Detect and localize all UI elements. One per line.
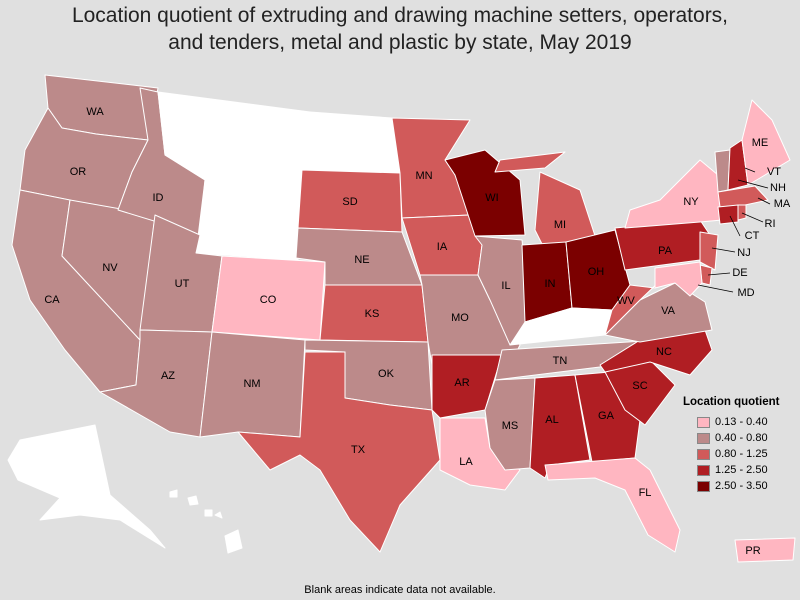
state-ct[interactable] xyxy=(717,204,739,225)
state-label-wv: WV xyxy=(617,295,635,307)
state-label-ut: UT xyxy=(175,278,190,290)
legend-item: 0.80 - 1.25 xyxy=(697,446,798,462)
state-label-pa: PA xyxy=(658,245,673,257)
state-label-oh: OH xyxy=(588,266,605,278)
state-md[interactable] xyxy=(654,261,703,297)
state-ri[interactable] xyxy=(737,204,747,221)
state-hi[interactable] xyxy=(169,489,243,554)
state-label-la: LA xyxy=(459,456,473,468)
legend-label: 0.80 - 1.25 xyxy=(715,448,768,460)
state-label-ok: OK xyxy=(378,368,395,380)
state-ar[interactable] xyxy=(431,354,503,419)
legend-swatch xyxy=(697,416,710,428)
state-label-vt: VT xyxy=(767,166,781,178)
state-label-de: DE xyxy=(732,267,747,279)
state-pr[interactable] xyxy=(734,537,796,563)
state-label-mo: MO xyxy=(451,312,469,324)
state-label-nh: NH xyxy=(770,182,786,194)
state-label-az: AZ xyxy=(161,370,175,382)
state-label-ia: IA xyxy=(437,241,448,253)
state-nj[interactable] xyxy=(699,231,719,271)
state-label-or: OR xyxy=(70,166,87,178)
map-title-line-2: and tenders, metal and plastic by state,… xyxy=(168,31,632,54)
state-label-co: CO xyxy=(260,294,277,306)
state-label-nj: NJ xyxy=(737,247,750,259)
state-label-nm: NM xyxy=(243,378,260,390)
state-label-ms: MS xyxy=(502,420,519,432)
legend-item: 1.25 - 2.50 xyxy=(697,462,798,478)
state-label-fl: FL xyxy=(639,487,652,499)
footnote: Blank areas indicate data not available. xyxy=(304,584,496,596)
state-label-sd: SD xyxy=(342,196,357,208)
legend-swatch xyxy=(697,464,710,476)
state-label-ny: NY xyxy=(683,196,699,208)
legend-item: 0.13 - 0.40 xyxy=(697,414,798,430)
state-ma[interactable] xyxy=(717,185,769,208)
legend-title: Location quotient xyxy=(683,396,780,408)
legend-label: 2.50 - 3.50 xyxy=(715,480,768,492)
state-ny[interactable] xyxy=(624,159,723,229)
state-fl[interactable] xyxy=(544,457,681,553)
state-label-id: ID xyxy=(153,192,164,204)
state-tx[interactable] xyxy=(237,351,441,553)
state-label-wa: WA xyxy=(86,106,104,118)
state-la[interactable] xyxy=(439,417,521,491)
state-label-pr: PR xyxy=(745,545,760,557)
state-label-sc: SC xyxy=(632,380,647,392)
legend-swatch xyxy=(697,448,710,460)
legend: Location quotient 0.13 - 0.40 0.40 - 0.8… xyxy=(683,396,798,494)
state-label-mn: MN xyxy=(415,170,432,182)
label-leader-lines xyxy=(697,167,771,293)
state-nd[interactable] xyxy=(301,111,401,174)
legend-swatch xyxy=(697,480,710,492)
state-label-ga: GA xyxy=(598,410,615,422)
legend-label: 1.25 - 2.50 xyxy=(715,464,768,476)
state-label-tx: TX xyxy=(351,444,366,456)
state-label-al: AL xyxy=(545,414,558,426)
state-label-va: VA xyxy=(661,305,676,317)
legend-swatch xyxy=(697,432,710,444)
state-label-ct: CT xyxy=(745,230,760,242)
state-label-ks: KS xyxy=(365,308,380,320)
legend-label: 0.13 - 0.40 xyxy=(715,416,768,428)
state-label-ca: CA xyxy=(44,294,60,306)
state-ak[interactable] xyxy=(7,424,166,549)
state-wy[interactable] xyxy=(195,179,303,261)
state-label-me: ME xyxy=(752,137,769,149)
legend-item: 2.50 - 3.50 xyxy=(697,478,798,494)
state-label-ne: NE xyxy=(354,254,369,266)
state-label-in: IN xyxy=(545,278,556,290)
state-label-ri: RI xyxy=(765,218,776,230)
state-me[interactable] xyxy=(741,99,791,186)
map-title: Location quotient of extruding and drawi… xyxy=(0,2,800,56)
map-title-line-1: Location quotient of extruding and drawi… xyxy=(71,4,729,27)
state-label-wi: WI xyxy=(485,192,498,204)
legend-item: 0.40 - 0.80 xyxy=(697,430,798,446)
state-label-tn: TN xyxy=(553,355,568,367)
state-label-il: IL xyxy=(501,280,510,292)
state-label-ar: AR xyxy=(454,377,469,389)
state-label-ma: MA xyxy=(774,198,791,210)
state-label-md: MD xyxy=(737,287,754,299)
state-label-nc: NC xyxy=(656,346,672,358)
state-label-mi: MI xyxy=(554,219,566,231)
legend-label: 0.40 - 0.80 xyxy=(715,432,768,444)
state-label-nv: NV xyxy=(102,262,118,274)
